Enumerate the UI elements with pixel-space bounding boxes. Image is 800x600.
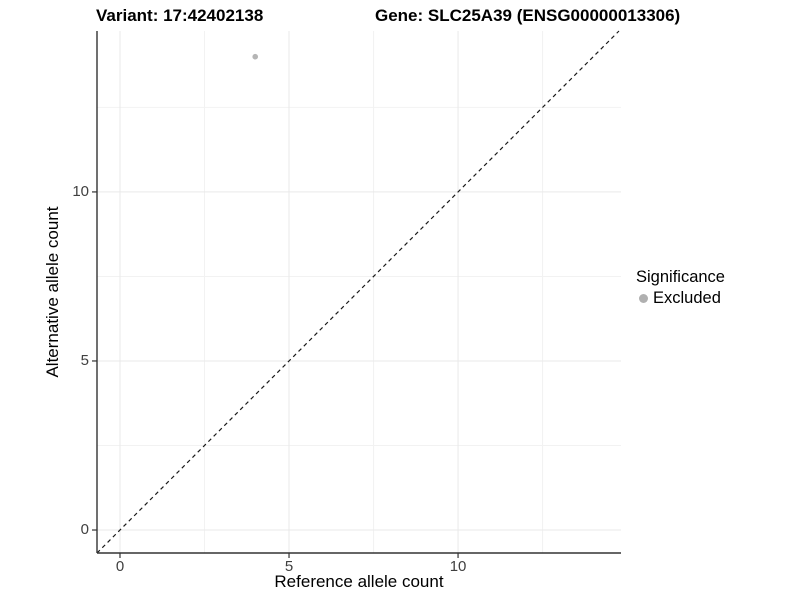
legend-title: Significance: [636, 268, 725, 286]
x-tick-label: 0: [115, 558, 125, 575]
y-tick-label: 10: [72, 182, 89, 200]
y-axis-label: Alternative allele count: [43, 206, 62, 378]
identity-dashed-line: [96, 30, 620, 554]
y-tick-label: 5: [80, 351, 89, 369]
x-axis-label: Reference allele count: [274, 572, 444, 591]
plot-title-variant: Variant: 17:42402138: [96, 6, 264, 25]
data-point: [252, 53, 259, 60]
y-tick-label: 0: [80, 521, 89, 538]
legend-marker-circle-icon: [639, 293, 648, 303]
legend-item-label: Excluded: [653, 289, 721, 307]
x-tick-label: 5: [284, 558, 294, 575]
legend-item-excluded: Excluded: [636, 289, 725, 307]
legend: Significance Excluded: [636, 268, 725, 307]
x-tick-label: 10: [449, 558, 467, 575]
plot-title-gene: Gene: SLC25A39 (ENSG00000013306): [375, 6, 681, 25]
